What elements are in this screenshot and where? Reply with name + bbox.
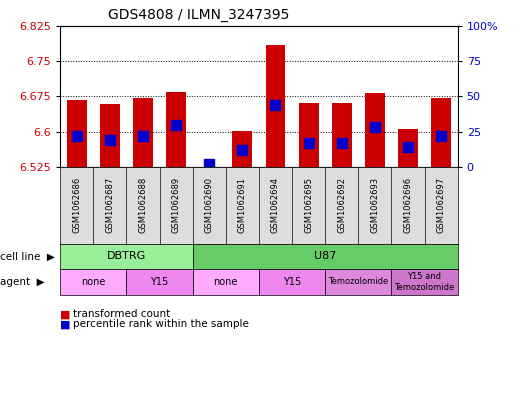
Text: Y15: Y15 <box>283 277 301 287</box>
Text: DBTRG: DBTRG <box>107 252 146 261</box>
Text: agent  ▶: agent ▶ <box>0 277 44 287</box>
Point <box>139 133 147 139</box>
Bar <box>133 98 153 167</box>
Point <box>437 133 445 139</box>
Text: GDS4808 / ILMN_3247395: GDS4808 / ILMN_3247395 <box>108 8 289 22</box>
Bar <box>67 99 87 167</box>
Text: GSM1062687: GSM1062687 <box>105 177 115 233</box>
Point <box>205 161 213 167</box>
Text: GSM1062686: GSM1062686 <box>72 177 81 233</box>
Bar <box>332 103 351 167</box>
Text: GSM1062697: GSM1062697 <box>437 177 446 233</box>
Bar <box>166 92 186 167</box>
Text: none: none <box>81 277 106 287</box>
Text: ■: ■ <box>60 319 71 329</box>
Point <box>337 140 346 146</box>
Text: GSM1062690: GSM1062690 <box>204 177 214 233</box>
Bar <box>299 103 319 167</box>
Text: GSM1062694: GSM1062694 <box>271 177 280 233</box>
Bar <box>100 104 120 167</box>
Point <box>304 140 313 146</box>
Text: Y15 and
Temozolomide: Y15 and Temozolomide <box>394 272 454 292</box>
Point <box>106 137 114 143</box>
Point <box>271 102 280 108</box>
Text: percentile rank within the sample: percentile rank within the sample <box>73 319 249 329</box>
Bar <box>232 131 252 167</box>
Text: GSM1062688: GSM1062688 <box>139 177 147 233</box>
Bar <box>266 45 286 167</box>
Text: cell line  ▶: cell line ▶ <box>0 252 55 261</box>
Text: ■: ■ <box>60 309 71 320</box>
Point <box>172 121 180 128</box>
Text: GSM1062689: GSM1062689 <box>172 177 180 233</box>
Text: GSM1062692: GSM1062692 <box>337 177 346 233</box>
Text: GSM1062695: GSM1062695 <box>304 177 313 233</box>
Point <box>371 124 379 130</box>
Point <box>73 133 81 139</box>
Text: GSM1062693: GSM1062693 <box>370 177 379 233</box>
Text: Temozolomide: Temozolomide <box>328 277 389 286</box>
Bar <box>431 98 451 167</box>
Text: Y15: Y15 <box>151 277 168 287</box>
Text: GSM1062696: GSM1062696 <box>403 177 413 233</box>
Text: transformed count: transformed count <box>73 309 170 320</box>
Text: U87: U87 <box>314 252 336 261</box>
Bar <box>398 129 418 167</box>
Bar <box>365 93 385 167</box>
Point <box>238 147 246 153</box>
Point <box>404 144 412 151</box>
Text: none: none <box>213 277 238 287</box>
Text: GSM1062691: GSM1062691 <box>238 177 247 233</box>
